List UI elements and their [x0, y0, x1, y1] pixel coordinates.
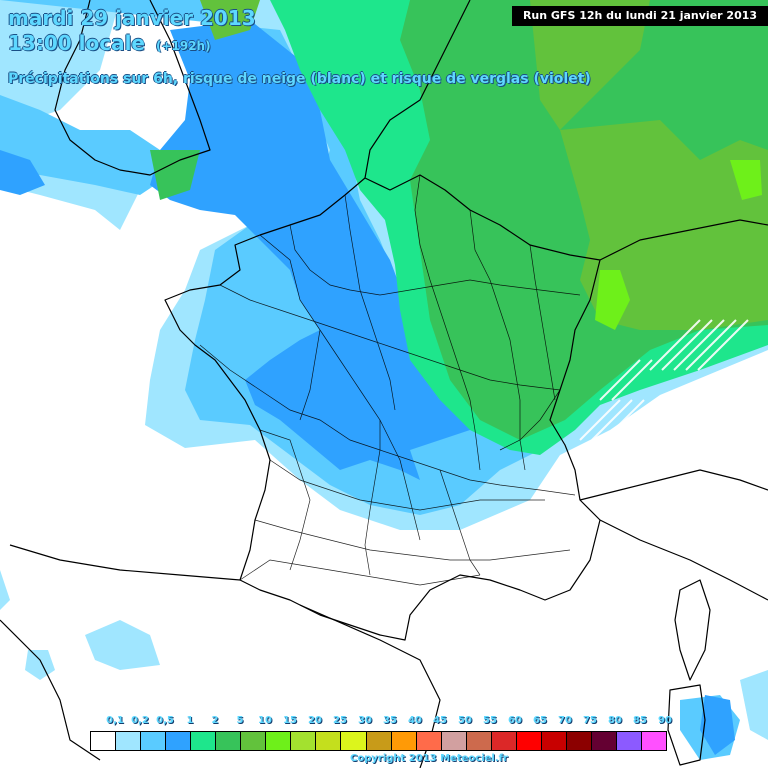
precip-zone-green-top2 — [150, 150, 200, 200]
legend-swatch — [116, 732, 142, 750]
legend-swatch — [266, 732, 292, 750]
precip-zone-strong-1 — [150, 20, 470, 480]
precip-zone-mid-nw — [0, 95, 170, 195]
legend-label: 0,2 — [131, 715, 149, 726]
legend-swatch — [241, 732, 267, 750]
legend-swatch — [191, 732, 217, 750]
snow-risk-hatching — [579, 319, 749, 441]
department-borders — [199, 174, 581, 586]
legend-swatch — [441, 732, 467, 750]
legend-label: 40 — [408, 715, 422, 726]
legend-label: 55 — [483, 715, 497, 726]
precip-patch-se2 — [700, 695, 735, 755]
legend-label: 30 — [358, 715, 372, 726]
legend-color-scale — [90, 731, 667, 751]
legend-label: 0,1 — [106, 715, 124, 726]
legend-swatch — [341, 732, 367, 750]
legend-swatch — [216, 732, 242, 750]
legend-swatch — [466, 732, 492, 750]
legend-swatch — [141, 732, 167, 750]
legend-swatch — [291, 732, 317, 750]
legend-label: 2 — [211, 715, 219, 726]
legend-label: 85 — [633, 715, 647, 726]
legend-label: 60 — [508, 715, 522, 726]
legend-label: 1 — [186, 715, 194, 726]
precip-zone-green-3b — [560, 120, 768, 330]
precip-zone-strong-2 — [0, 150, 45, 195]
legend-swatch — [591, 732, 617, 750]
copyright-notice: Copyright 2013 Meteociel.fr — [350, 753, 508, 764]
forecast-time: 13:00 locale (+192h) — [8, 31, 211, 55]
precip-zone-green-3 — [530, 0, 650, 130]
legend-label: 25 — [333, 715, 347, 726]
legend-label: 75 — [583, 715, 597, 726]
legend-swatch — [491, 732, 517, 750]
legend-swatch — [166, 732, 192, 750]
precip-patch-se3 — [740, 670, 768, 740]
forecast-date: mardi 29 janvier 2013 — [8, 6, 256, 30]
legend-swatch — [91, 732, 117, 750]
legend-label: 80 — [608, 715, 622, 726]
legend-label: 15 — [283, 715, 297, 726]
precip-patch-sw — [85, 620, 160, 670]
model-run-label: Run GFS 12h du lundi 21 janvier 2013 — [512, 6, 768, 26]
legend-label: 20 — [308, 715, 322, 726]
legend-swatch — [516, 732, 542, 750]
precip-zone-green-top — [200, 0, 260, 40]
legend-label: 70 — [558, 715, 572, 726]
forecast-lead-time: (+192h) — [155, 39, 211, 53]
precip-zone-light-west — [0, 0, 120, 120]
precip-zone-green-4 — [595, 270, 630, 330]
legend-swatch — [316, 732, 342, 750]
map-description: Précipitations sur 6h, risque de neige (… — [8, 71, 591, 87]
legend-swatch — [616, 732, 643, 750]
legend-label: 65 — [533, 715, 547, 726]
legend-swatch — [642, 732, 667, 750]
precip-zone-green-4b — [730, 160, 762, 200]
legend-label: 90 — [658, 715, 672, 726]
legend-label: 10 — [258, 715, 272, 726]
precip-patch-sw2 — [25, 650, 55, 680]
legend-label: 0,5 — [156, 715, 174, 726]
legend-label: 50 — [458, 715, 472, 726]
legend-label: 5 — [236, 715, 244, 726]
forecast-time-label: 13:00 locale — [8, 31, 145, 55]
precip-patch-w — [0, 570, 10, 610]
legend-labels: 0,1 0,2 0,5 1 2 5 10 15 20 25 30 35 40 45 50 55 60 65 70 75… — [90, 715, 672, 729]
legend-label: 35 — [383, 715, 397, 726]
legend-swatch — [566, 732, 592, 750]
legend-swatch — [391, 732, 417, 750]
legend-swatch — [541, 732, 567, 750]
legend-swatch — [366, 732, 392, 750]
legend-swatch — [416, 732, 442, 750]
legend-label: 45 — [433, 715, 447, 726]
